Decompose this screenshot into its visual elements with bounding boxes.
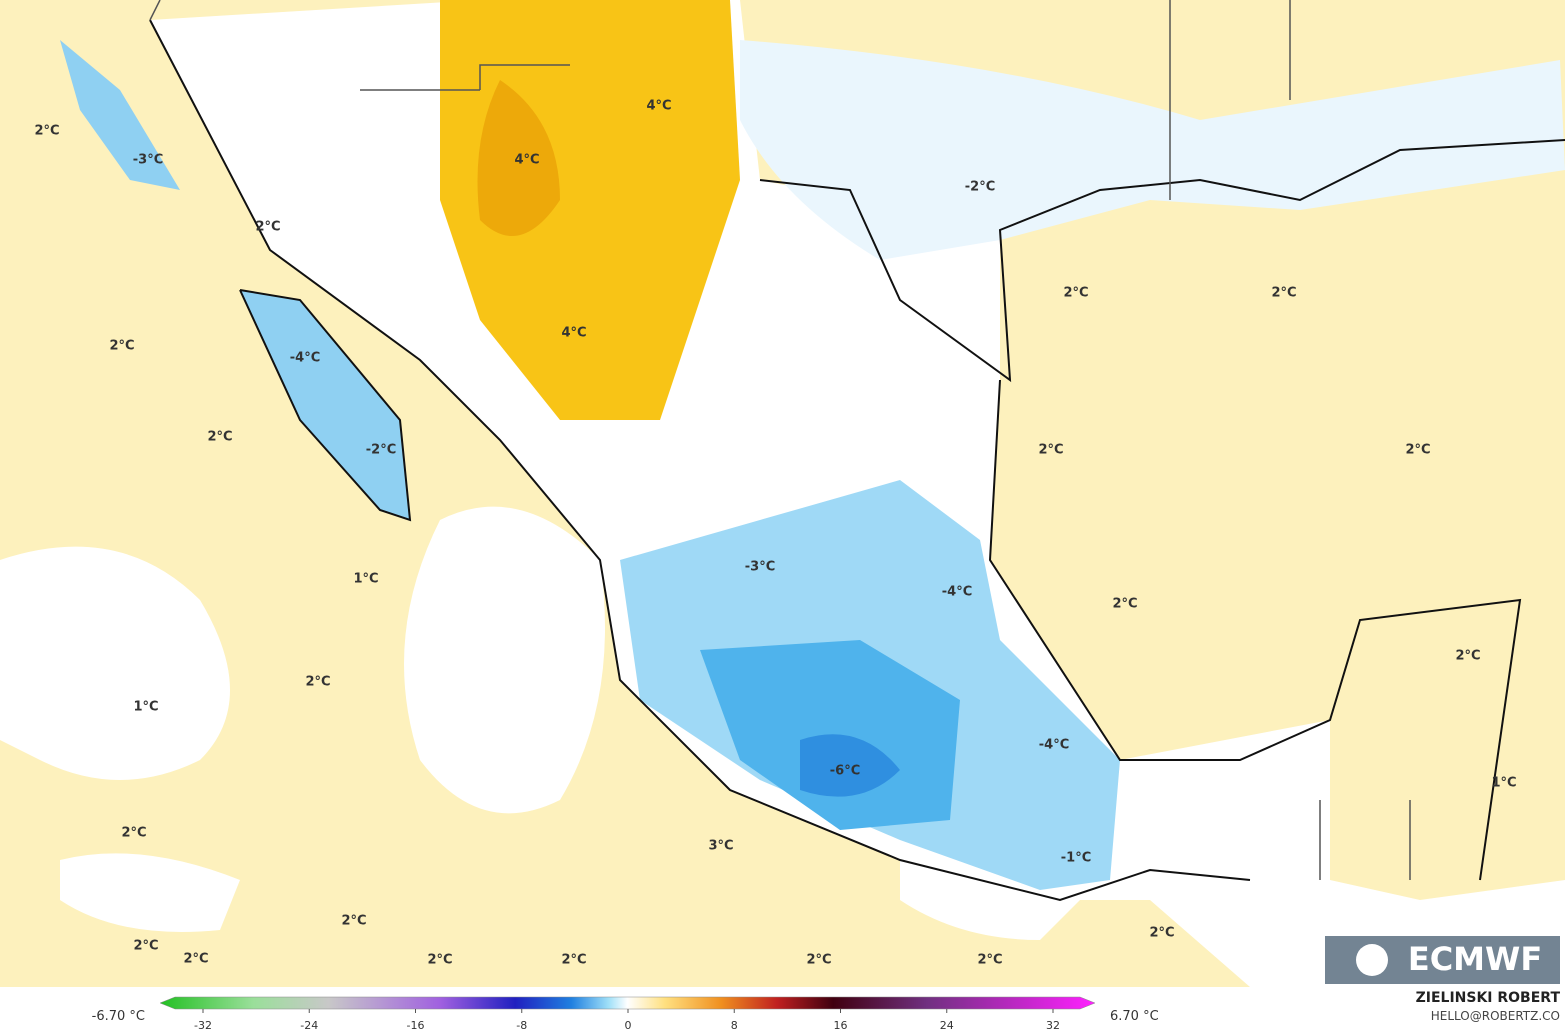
temperature-label: 2°C (1063, 286, 1088, 301)
temperature-label: -3°C (133, 153, 163, 168)
colorbar-max: 6.70 °C (1110, 1009, 1159, 1024)
colorbar-tick-label: -16 (407, 1019, 425, 1032)
logo-text: ECMWF (1408, 940, 1542, 978)
temperature-label: -4°C (942, 585, 972, 600)
colorbar-tick-label: 0 (625, 1019, 632, 1032)
temperature-label: 1°C (133, 700, 158, 715)
baja-cool (60, 40, 410, 520)
author: ZIELINSKI ROBERT (1416, 990, 1561, 1006)
us-cool-area (740, 40, 1565, 260)
temperature-label: 2°C (1455, 649, 1480, 664)
colorbar-tick-label: -24 (300, 1019, 318, 1032)
temperature-label: 2°C (255, 220, 280, 235)
temperature-label: 3°C (708, 839, 733, 854)
temperature-label: 2°C (1038, 443, 1063, 458)
temperature-label: 2°C (305, 675, 330, 690)
temperature-label: -4°C (1039, 738, 1069, 753)
temperature-label: 1°C (353, 572, 378, 587)
temperature-label: 2°C (977, 953, 1002, 968)
colorbar-tick-label: 16 (834, 1019, 848, 1032)
temperature-label: 2°C (207, 430, 232, 445)
temperature-label: -2°C (366, 443, 396, 458)
map: 2°C -3°C 2°C 2°C -4°C 2°C -2°C 1°C 2°C 1°C 2°C 2°C 2… (0, 0, 1565, 987)
temperature-label: -4°C (290, 351, 320, 366)
white-areas (0, 506, 1100, 940)
temperature-label: 2°C (561, 953, 586, 968)
temperature-label: 2°C (1271, 286, 1296, 301)
colorbar-min: -6.70 °C (92, 1009, 145, 1024)
logo-icon (1356, 944, 1388, 976)
temperature-label: -6°C (830, 764, 860, 779)
temperature-label: 4°C (561, 326, 586, 341)
map-labels: 2°C -3°C 2°C 2°C -4°C 2°C -2°C 1°C 2°C 1°C 2°C 2°C 2… (34, 99, 1516, 968)
cold-core (800, 734, 900, 797)
temperature-label: 2°C (806, 953, 831, 968)
temperature-label: 2°C (1149, 926, 1174, 941)
colorbar-tick-label: 24 (940, 1019, 954, 1032)
temperature-label: 2°C (133, 939, 158, 954)
temperature-label: 4°C (514, 153, 539, 168)
temperature-label: 2°C (427, 953, 452, 968)
warm-core (477, 80, 560, 236)
temperature-label: 2°C (183, 952, 208, 967)
colorbar-ramp (159, 996, 1096, 1010)
email: HELLO@ROBERTZ.CO (1431, 1009, 1560, 1023)
temperature-label: 2°C (1112, 597, 1137, 612)
temperature-label: -2°C (965, 180, 995, 195)
temperature-label: -3°C (745, 560, 775, 575)
temperature-label: 2°C (121, 826, 146, 841)
temperature-label: 1°C (1491, 776, 1516, 791)
colorbar-tick-label: -8 (516, 1019, 527, 1032)
colorbar-tick-label: -32 (194, 1019, 212, 1032)
temperature-label: 2°C (109, 339, 134, 354)
temperature-label: 2°C (341, 914, 366, 929)
temperature-label: 4°C (646, 99, 671, 114)
colorbar: -6.70 °C 6.70 °C -32 -24 -16 -8 0 8 16 24 32 (92, 996, 1159, 1032)
temperature-label: -1°C (1061, 851, 1091, 866)
coastline (149, 19, 1565, 902)
borders (149, 0, 1411, 880)
logo-box: ECMWF (1325, 936, 1560, 984)
temperature-label: 2°C (1405, 443, 1430, 458)
colorbar-tick-label: 8 (731, 1019, 738, 1032)
temperature-label: 2°C (34, 124, 59, 139)
colorbar-tick-label: 32 (1046, 1019, 1060, 1032)
